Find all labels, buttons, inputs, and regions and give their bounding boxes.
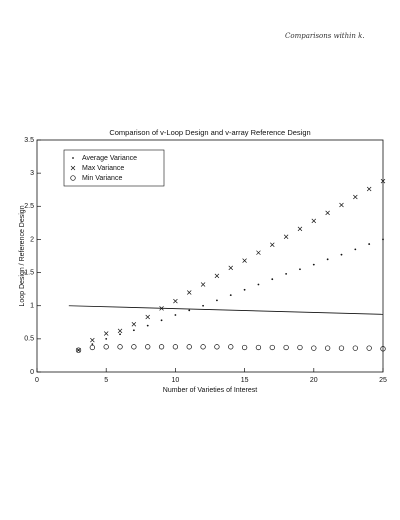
x-tick-label: 10 bbox=[172, 377, 180, 384]
y-tick-label: 3.5 bbox=[24, 137, 34, 144]
circle-marker bbox=[131, 344, 137, 350]
dot-marker bbox=[340, 253, 343, 256]
circle-marker bbox=[228, 344, 234, 350]
dot-marker bbox=[132, 329, 135, 332]
x-marker bbox=[311, 218, 317, 224]
circle-marker bbox=[380, 346, 386, 352]
circle-marker bbox=[117, 344, 123, 350]
dot-marker bbox=[146, 324, 149, 327]
circle-marker bbox=[338, 345, 345, 351]
x-marker bbox=[380, 178, 386, 184]
x-marker bbox=[353, 194, 358, 200]
dot-marker bbox=[72, 157, 74, 159]
x-marker bbox=[325, 210, 330, 216]
dot-marker bbox=[119, 333, 121, 336]
x-marker bbox=[131, 322, 137, 327]
circle-marker bbox=[89, 344, 96, 351]
dot-marker bbox=[382, 238, 384, 241]
y-tick-label: 3 bbox=[30, 170, 34, 177]
x-tick-label: 20 bbox=[310, 377, 318, 384]
circle-marker bbox=[297, 344, 303, 351]
legend-label: Max Variance bbox=[82, 165, 124, 172]
reference-line bbox=[68, 305, 384, 315]
y-tick-label: 1 bbox=[30, 303, 34, 310]
circle-marker bbox=[324, 345, 331, 351]
x-marker bbox=[366, 186, 372, 192]
circle-marker bbox=[255, 344, 262, 351]
dot-marker bbox=[202, 304, 204, 307]
dot-marker bbox=[285, 272, 288, 275]
legend-box bbox=[63, 149, 165, 187]
x-tick-label: 0 bbox=[35, 377, 39, 384]
x-marker bbox=[117, 328, 123, 334]
x-marker bbox=[214, 273, 220, 279]
handwritten-note: Comparisons within k. bbox=[285, 32, 365, 40]
x-marker bbox=[90, 337, 95, 343]
dot-marker bbox=[229, 294, 232, 297]
circle-marker bbox=[186, 344, 192, 350]
dot-marker bbox=[326, 258, 329, 261]
y-tick-label: 2 bbox=[30, 236, 34, 243]
x-marker bbox=[186, 290, 192, 295]
dot-marker bbox=[354, 248, 357, 251]
x-marker bbox=[173, 298, 178, 304]
x-marker bbox=[270, 242, 275, 247]
chart-title: Comparison of v-Loop Design and v-array … bbox=[109, 128, 310, 137]
x-marker bbox=[242, 258, 247, 263]
dot-marker bbox=[243, 288, 246, 291]
x-axis-label: Number of Varieties of Interest bbox=[163, 387, 257, 394]
dot-marker bbox=[174, 314, 177, 316]
dot-marker bbox=[299, 268, 301, 271]
circle-marker bbox=[352, 345, 358, 351]
dot-marker bbox=[160, 319, 163, 322]
circle-marker bbox=[366, 345, 372, 351]
dot-marker bbox=[271, 278, 274, 281]
dot-marker bbox=[105, 337, 108, 340]
dot-marker bbox=[368, 243, 371, 245]
circle-marker bbox=[200, 344, 206, 350]
circle-marker bbox=[283, 344, 289, 351]
x-marker bbox=[145, 314, 150, 320]
y-tick-label: 2.5 bbox=[24, 203, 34, 210]
circle-marker bbox=[214, 344, 220, 350]
x-marker bbox=[256, 250, 261, 255]
circle-marker bbox=[311, 345, 317, 351]
x-marker bbox=[339, 202, 344, 208]
x-marker bbox=[297, 226, 303, 232]
circle-marker bbox=[70, 175, 76, 181]
dot-marker bbox=[216, 299, 218, 302]
circle-marker bbox=[172, 344, 179, 350]
y-tick-label: 0.5 bbox=[24, 336, 34, 343]
x-tick-label: 25 bbox=[379, 377, 387, 384]
x-marker bbox=[228, 265, 234, 271]
x-marker bbox=[103, 331, 109, 336]
y-tick-label: 0 bbox=[30, 369, 34, 376]
circle-marker bbox=[269, 344, 275, 351]
y-tick-label: 1.5 bbox=[24, 269, 34, 276]
x-marker bbox=[283, 234, 289, 240]
circle-marker bbox=[75, 347, 82, 353]
x-tick-label: 5 bbox=[104, 377, 108, 384]
legend-label: Average Variance bbox=[82, 155, 137, 162]
dot-marker bbox=[257, 283, 260, 286]
x-marker bbox=[200, 282, 206, 287]
x-marker bbox=[76, 347, 81, 353]
dot-marker bbox=[312, 263, 315, 266]
y-axis-label: Loop Design / Reference Design bbox=[19, 205, 26, 306]
dot-marker bbox=[91, 343, 94, 346]
dot-marker bbox=[188, 309, 191, 312]
circle-marker bbox=[241, 344, 248, 351]
x-marker bbox=[70, 165, 76, 171]
circle-marker bbox=[103, 344, 109, 350]
circle-marker bbox=[145, 344, 151, 350]
plot-frame bbox=[36, 139, 384, 373]
x-tick-label: 15 bbox=[241, 377, 249, 384]
circle-marker bbox=[158, 344, 165, 350]
legend-label: Min Variance bbox=[82, 175, 122, 182]
